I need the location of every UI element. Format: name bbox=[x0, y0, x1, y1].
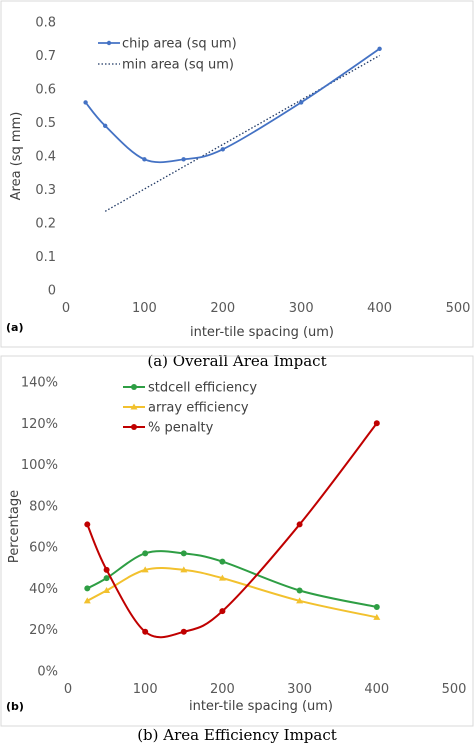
data-point-chip-area bbox=[220, 147, 225, 152]
data-point-chip-area bbox=[181, 157, 186, 162]
chart-b-y-tick-label: 40% bbox=[29, 582, 58, 597]
data-point-stdcell-efficiency bbox=[219, 558, 226, 565]
chart-panel-a: 0 0.1 0.2 0.3 0.4 0.5 0.6 0.7 0.8 0 100 200 300 400 50… bbox=[0, 0, 474, 348]
chart-b-x-tick-label: 300 bbox=[287, 682, 312, 697]
data-point-array-efficiency bbox=[296, 597, 304, 604]
data-point-penalty bbox=[180, 628, 187, 635]
chart-b-y-tick-label: 140% bbox=[21, 376, 58, 391]
chart-a-y-axis-title: Area (sq mm) bbox=[9, 112, 24, 201]
caption-b: (b) Area Efficiency Impact bbox=[137, 726, 337, 744]
chart-b-legend: stdcell efficiency array efficiency % pena… bbox=[123, 381, 257, 436]
legend-label-chip-area: chip area (sq um) bbox=[122, 37, 237, 52]
chart-a-legend: chip area (sq um) min area (sq um) bbox=[98, 37, 237, 73]
chart-a-panel-tag: (a) bbox=[6, 321, 23, 334]
chart-a-y-tick-label: 0.3 bbox=[35, 183, 56, 198]
chart-b-x-tick-label: 400 bbox=[364, 682, 389, 697]
legend-label-array: array efficiency bbox=[148, 401, 249, 416]
chart-b-y-tick-label: 0% bbox=[37, 665, 58, 680]
legend-label-stdcell: stdcell efficiency bbox=[148, 381, 257, 396]
chart-a-x-tick-label: 200 bbox=[210, 301, 235, 316]
data-point-penalty bbox=[103, 566, 110, 573]
chart-b-frame bbox=[0, 355, 474, 727]
data-point-penalty bbox=[142, 628, 149, 635]
data-point-stdcell-efficiency bbox=[373, 604, 380, 611]
data-point-penalty bbox=[84, 521, 91, 528]
chart-b-y-tick-label: 100% bbox=[21, 458, 58, 473]
data-point-chip-area bbox=[103, 123, 108, 129]
chart-a-x-tick-label: 0 bbox=[62, 301, 70, 316]
chart-a-y-tick-label: 0.8 bbox=[35, 16, 56, 31]
chart-a-x-axis-title: inter-tile spacing (um) bbox=[190, 325, 334, 340]
legend-marker-penalty bbox=[131, 424, 137, 430]
data-point-stdcell-efficiency bbox=[84, 585, 91, 592]
chart-a-y-tick-label: 0.2 bbox=[35, 217, 56, 232]
legend-label-min-area: min area (sq um) bbox=[122, 58, 234, 73]
data-point-stdcell-efficiency bbox=[103, 575, 110, 582]
chart-a-y-tick-label: 0.1 bbox=[35, 250, 56, 265]
chart-a-x-tick-label: 300 bbox=[289, 301, 314, 316]
data-point-penalty bbox=[219, 608, 226, 615]
chart-a-y-tick-label: 0.6 bbox=[35, 83, 56, 98]
data-point-array-efficiency bbox=[83, 597, 91, 604]
area-impact-chart: 0 0.1 0.2 0.3 0.4 0.5 0.6 0.7 0.8 0 100 200 300 400 50… bbox=[0, 0, 474, 348]
chart-a-y-tick-label: 0.7 bbox=[35, 49, 56, 64]
data-point-stdcell-efficiency bbox=[142, 550, 149, 557]
series-line-penalty bbox=[86, 422, 378, 639]
chart-b-y-tick-label: 80% bbox=[29, 499, 58, 514]
chart-b-y-axis-title: Percentage bbox=[7, 490, 22, 563]
data-point-stdcell-efficiency bbox=[180, 550, 187, 557]
data-point-array-efficiency bbox=[373, 613, 381, 620]
chart-b-y-tick-label: 120% bbox=[21, 417, 58, 432]
data-point-penalty bbox=[373, 420, 380, 427]
chart-b-x-tick-label: 0 bbox=[64, 682, 72, 697]
data-point-stdcell-efficiency bbox=[296, 587, 303, 594]
chart-a-y-tick-label: 0 bbox=[48, 284, 56, 299]
data-point-chip-area bbox=[377, 46, 382, 51]
legend-marker-stdcell bbox=[131, 384, 137, 390]
series-line-stdcell-efficiency bbox=[86, 550, 378, 608]
data-point-array-efficiency bbox=[103, 586, 111, 593]
legend-label-penalty: % penalty bbox=[148, 421, 214, 436]
chart-b-y-tick-label: 60% bbox=[29, 541, 58, 556]
data-point-array-efficiency bbox=[218, 574, 226, 581]
series-line-min-area bbox=[104, 54, 380, 212]
efficiency-impact-chart: 0% 20% 40% 60% 80% 100% 120% 140% 0 100 200 300 400 5… bbox=[0, 355, 474, 727]
chart-a-x-tick-label: 500 bbox=[446, 301, 471, 316]
chart-a-x-tick-label: 100 bbox=[132, 301, 157, 316]
series-line-array-efficiency bbox=[86, 566, 378, 619]
data-point-array-efficiency bbox=[141, 566, 149, 573]
chart-b-x-tick-label: 500 bbox=[442, 682, 467, 697]
chart-a-y-tick-label: 0.5 bbox=[35, 116, 56, 131]
data-point-array-efficiency bbox=[180, 566, 188, 573]
data-point-penalty bbox=[296, 521, 303, 528]
legend-marker-chip-area bbox=[106, 40, 112, 46]
chart-b-x-tick-label: 100 bbox=[133, 682, 158, 697]
chart-a-x-tick-label: 400 bbox=[367, 301, 392, 316]
data-point-chip-area bbox=[83, 100, 88, 105]
chart-b-panel-tag: (b) bbox=[6, 700, 24, 713]
chart-a-y-tick-label: 0.4 bbox=[35, 150, 56, 165]
legend-marker-array bbox=[130, 403, 138, 410]
data-point-chip-area bbox=[142, 157, 147, 162]
chart-panel-b: 0% 20% 40% 60% 80% 100% 120% 140% 0 100 200 300 400 5… bbox=[0, 355, 474, 750]
chart-b-y-tick-label: 20% bbox=[29, 623, 58, 638]
data-point-chip-area bbox=[299, 100, 304, 105]
chart-a-frame bbox=[0, 0, 474, 348]
chart-b-x-tick-label: 200 bbox=[210, 682, 235, 697]
chart-b-x-axis-title: inter-tile spacing (um) bbox=[189, 699, 333, 714]
